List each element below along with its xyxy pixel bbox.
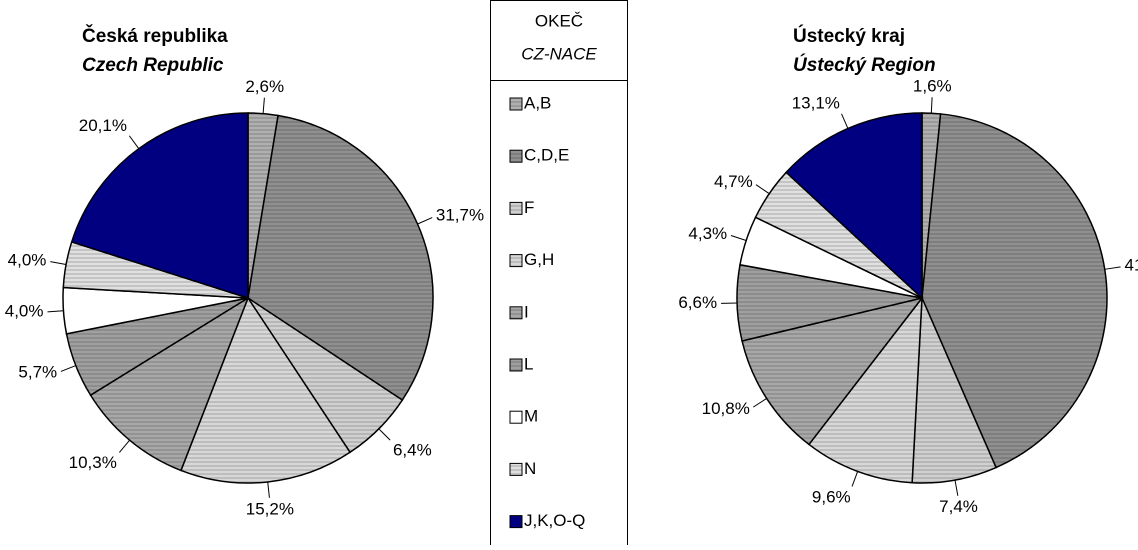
data-label: 15,2% [246,499,294,518]
leader-line [47,311,63,312]
data-label: 7,4% [939,497,978,516]
data-label: 6,6% [678,293,717,312]
legend-hatch [510,359,522,371]
leader-line [931,97,932,113]
leader-line [268,482,270,498]
legend-hatch [510,98,522,110]
data-label: 41,8% [1125,256,1138,275]
chart-subtitle: Ústecký Region [793,54,936,76]
leader-line [119,440,129,452]
legend-hatch [510,463,522,475]
data-label: 4,0% [5,302,44,321]
leader-line [263,98,264,114]
legend-label: J,K,O-Q [524,511,585,530]
legend-hatch [510,202,522,214]
leader-line [852,471,858,486]
legend-hatch [510,150,522,162]
legend-label: I [524,302,529,321]
leader-line [842,114,848,129]
data-label: 13,1% [792,94,840,113]
data-label: 4,3% [688,224,727,243]
legend-hatch [510,307,522,319]
legend-label: L [524,354,533,373]
legend-subtitle: CZ-NACE [521,44,597,63]
chart-title: Ústecký kraj [793,25,905,47]
leader-line [955,480,958,496]
chart-title: Česká republika [82,25,228,47]
legend-label: N [524,459,536,478]
leader-line [1105,267,1121,269]
data-label: 4,0% [8,250,47,269]
legend-label: G,H [524,250,554,269]
data-label: 2,6% [245,77,284,96]
data-label: 1,6% [913,77,952,96]
data-label: 10,8% [702,399,750,418]
leader-line [418,218,433,224]
data-label: 20,1% [79,116,127,135]
data-label: 6,4% [393,440,432,459]
leader-line [753,398,766,407]
data-label: 9,6% [812,488,851,507]
leader-line [756,185,769,194]
data-label: 10,3% [69,453,117,472]
legend-label: M [524,407,538,426]
leader-line [61,366,76,372]
data-label: 5,7% [18,362,57,381]
leader-line [731,236,746,241]
chart-subtitle: Czech Republic [82,55,224,76]
legend-swatch [510,411,522,423]
data-label: 31,7% [436,205,484,224]
leader-line [50,262,66,265]
legend-hatch [510,255,522,267]
legend-swatch [510,516,522,528]
legend-label: F [524,198,534,217]
legend-label: C,D,E [524,146,569,165]
data-label: 4,7% [714,172,753,191]
leader-line [379,429,390,440]
legend-title: OKEČ [535,11,583,30]
leader-line [129,136,138,149]
legend-label: A,B [524,93,551,112]
